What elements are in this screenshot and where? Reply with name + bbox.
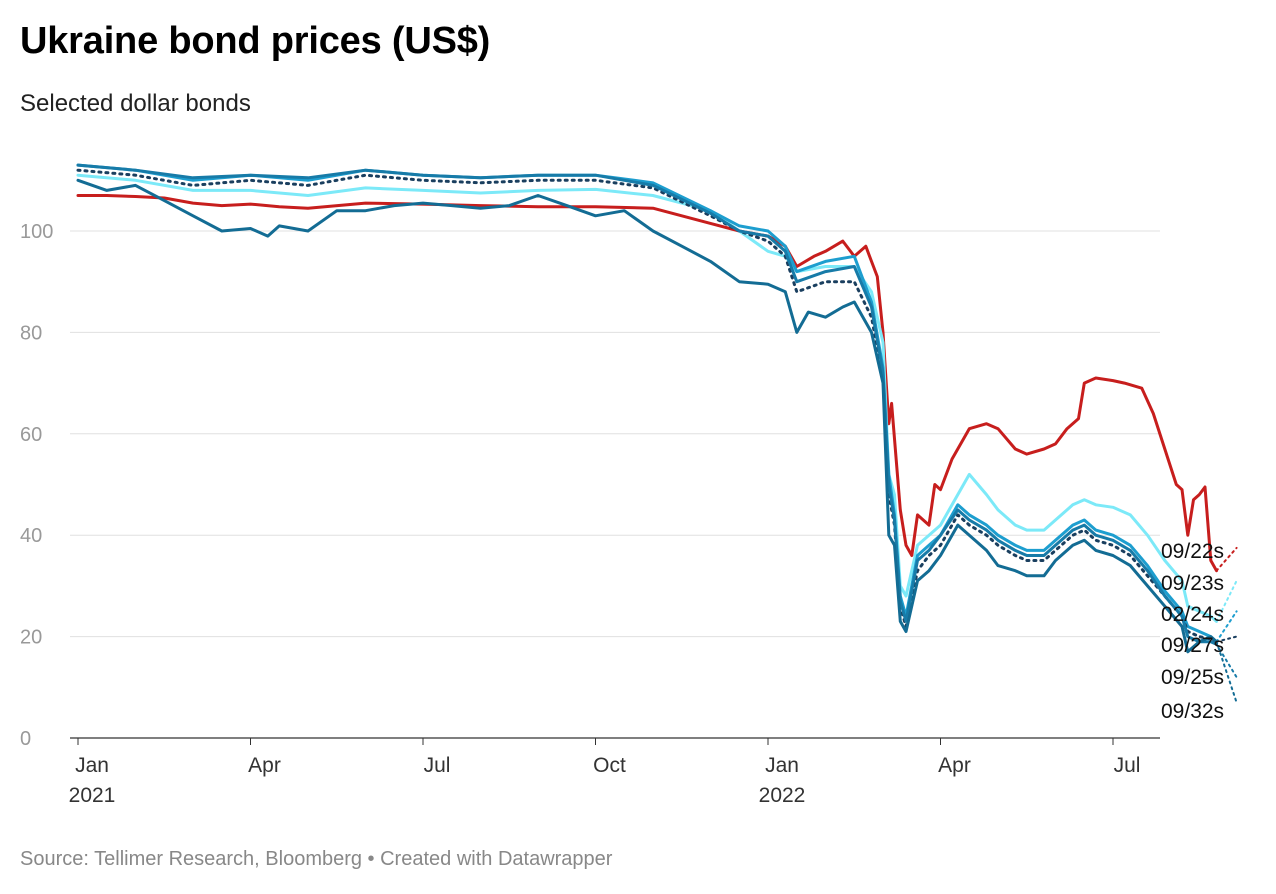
x-tick-label: Jan xyxy=(75,754,109,777)
series-tail-02-24s xyxy=(1215,610,1238,643)
y-tick-label: 0 xyxy=(20,728,31,750)
y-tick-label: 100 xyxy=(20,221,53,243)
series-tail-09-23s xyxy=(1215,579,1238,623)
y-tick-label: 80 xyxy=(20,322,42,344)
series-label-09-22s: 09/22s xyxy=(1161,540,1224,563)
x-axis: Jan 2021 Apr Jul Oct Jan 2022 Apr Jul xyxy=(69,738,1141,807)
chart-title: Ukraine bond prices (US$) xyxy=(20,20,491,62)
series-line-09-27s xyxy=(76,168,1218,644)
x-tick-label: Apr xyxy=(938,754,971,777)
chart-source: Source: Tellimer Research, Bloomberg • C… xyxy=(20,848,613,870)
series-line-02-24s xyxy=(76,163,1218,644)
series-line-09-32s xyxy=(76,178,1218,654)
series-end-labels: 09/22s 09/23s 02/24s 09/27s 09/25s 09/32s xyxy=(1161,540,1224,723)
series-tail-09-27s xyxy=(1215,635,1238,643)
gridlines xyxy=(70,230,1160,739)
x-tick-label: Apr xyxy=(248,754,281,777)
series-line-09-23s xyxy=(76,173,1218,623)
x-tick-label: Oct xyxy=(593,754,626,777)
y-tick-label: 40 xyxy=(20,525,42,547)
series-tail-09-22s xyxy=(1215,546,1238,572)
series-lines xyxy=(76,163,1238,704)
y-axis: 0 20 40 60 80 100 xyxy=(20,221,53,750)
series-label-09-23s: 09/23s xyxy=(1161,572,1224,595)
y-tick-label: 60 xyxy=(20,424,42,446)
x-tick-label: Jul xyxy=(424,754,451,777)
x-tick-year-label: 2021 xyxy=(69,784,116,807)
x-tick-label: Jul xyxy=(1114,754,1141,777)
series-label-02-24s: 02/24s xyxy=(1161,603,1224,626)
series-label-09-27s: 09/27s xyxy=(1161,634,1224,657)
chart-subtitle: Selected dollar bonds xyxy=(20,90,251,117)
series-tail-09-32s xyxy=(1215,640,1238,704)
series-label-09-32s: 09/32s xyxy=(1161,700,1224,723)
series-line-09-22s xyxy=(76,194,1218,573)
series-line-09-25s xyxy=(76,163,1218,646)
y-tick-label: 20 xyxy=(20,627,42,649)
x-tick-label: Jan xyxy=(765,754,799,777)
x-tick-year-label: 2022 xyxy=(759,784,806,807)
series-label-09-25s: 09/25s xyxy=(1161,666,1224,689)
